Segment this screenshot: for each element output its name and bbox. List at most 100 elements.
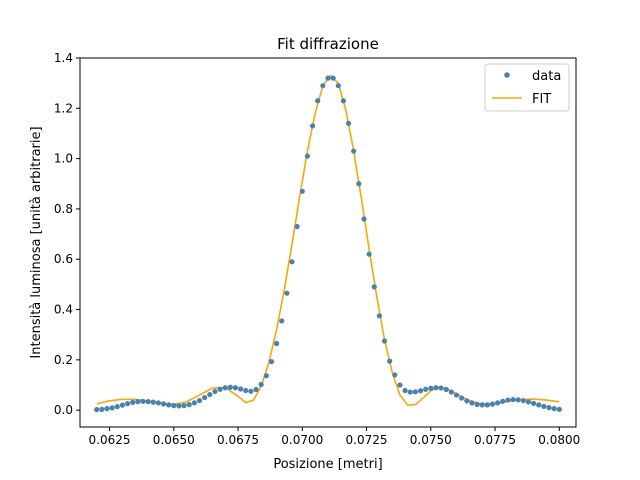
data-point: [361, 216, 367, 222]
y-tick-label: 0.8: [54, 202, 73, 216]
data-point: [489, 401, 496, 407]
data-point: [160, 401, 167, 407]
axes-frame: [79, 57, 577, 428]
data-point: [412, 389, 418, 395]
data-point: [279, 318, 285, 324]
data-point: [258, 381, 264, 388]
data-point: [135, 399, 141, 405]
data-point: [438, 385, 444, 391]
data-point: [171, 403, 177, 409]
data-point: [397, 382, 403, 388]
data-point: [315, 98, 321, 104]
data-point: [222, 385, 228, 391]
data-point: [340, 98, 347, 104]
data-point: [294, 223, 300, 230]
data-point: [304, 153, 311, 159]
data-point: [525, 399, 532, 405]
x-tick-label: 0.0700: [281, 433, 323, 447]
y-tick-label: 1.0: [54, 152, 73, 166]
legend: data FIT: [484, 63, 570, 112]
x-tick-label: 0.0675: [217, 433, 259, 447]
data-point: [330, 75, 336, 81]
y-tick-label: 1.2: [54, 101, 73, 115]
data-point: [428, 385, 434, 391]
y-tick-label: 1.4: [54, 51, 73, 65]
x-axis-ticks: 0.0625 0.0650 0.0675 0.0700 0.0725 0.0750 0.07…: [89, 427, 580, 447]
data-point: [495, 400, 501, 406]
data-point: [423, 386, 429, 392]
data-point: [479, 402, 485, 408]
data-point: [464, 398, 470, 404]
data-point: [407, 389, 413, 395]
data-point: [238, 386, 244, 392]
x-tick-label: 0.0650: [153, 433, 195, 447]
y-axis-label: Intensità luminosa [unità arbitrarie]: [29, 126, 44, 358]
data-point: [453, 392, 460, 398]
data-point: [320, 83, 326, 89]
legend-data-marker: [504, 72, 510, 78]
data-point: [484, 402, 490, 408]
data-point: [289, 259, 295, 265]
data-point: [520, 397, 526, 404]
data-point: [541, 403, 547, 409]
data-point: [474, 401, 480, 407]
data-point: [212, 388, 218, 395]
data-point: [124, 401, 131, 407]
y-tick-label: 0.2: [54, 353, 73, 367]
x-tick-label: 0.0800: [538, 433, 580, 447]
data-point: [299, 188, 305, 194]
data-point: [366, 251, 372, 257]
x-tick-label: 0.0625: [89, 433, 131, 447]
data-point: [345, 120, 352, 126]
data-point: [166, 402, 172, 408]
data-point: [207, 391, 213, 398]
y-tick-label: 0.0: [54, 403, 73, 417]
data-point: [248, 388, 254, 394]
data-point: [232, 385, 239, 391]
data-point: [263, 373, 269, 379]
data-point: [104, 406, 110, 412]
x-tick-label: 0.0725: [346, 433, 388, 447]
data-point: [381, 338, 388, 344]
data-point: [536, 402, 542, 408]
data-point: [356, 181, 362, 187]
data-point: [99, 406, 105, 412]
plot-area: [94, 74, 562, 413]
data-point: [335, 83, 341, 89]
data-point: [510, 396, 516, 403]
data-point: [392, 372, 398, 378]
data-point: [309, 123, 316, 129]
data-point: [202, 394, 208, 401]
data-point: [150, 399, 156, 405]
x-axis-label: Posizione [metri]: [273, 457, 382, 472]
data-point: [227, 384, 233, 390]
data-point: [140, 398, 146, 404]
data-point: [459, 395, 465, 401]
y-axis-ticks: 0.0 0.2 0.4 0.6 0.8 1.0 1.2 1.4: [54, 51, 80, 417]
data-point: [217, 386, 223, 392]
data-point: [109, 405, 115, 411]
data-point: [402, 387, 408, 394]
legend-fit-label: FIT: [532, 92, 551, 107]
legend-data-label: data: [532, 69, 561, 84]
data-point: [196, 397, 203, 404]
data-point: [284, 290, 290, 296]
x-tick-label: 0.0750: [410, 433, 452, 447]
data-point: [268, 359, 275, 365]
data-point: [181, 403, 187, 409]
data-point: [243, 387, 249, 394]
data-point: [556, 406, 562, 412]
data-point: [376, 313, 382, 319]
data-point: [448, 389, 454, 395]
data-point: [274, 340, 280, 347]
data-point: [500, 398, 506, 404]
data-point: [443, 386, 449, 393]
data-point: [130, 399, 136, 405]
data-point: [387, 358, 393, 364]
data-point: [371, 284, 377, 290]
data-point: [325, 75, 331, 81]
y-tick-label: 0.4: [54, 303, 73, 317]
x-tick-label: 0.0775: [474, 433, 516, 447]
data-point: [114, 404, 120, 410]
